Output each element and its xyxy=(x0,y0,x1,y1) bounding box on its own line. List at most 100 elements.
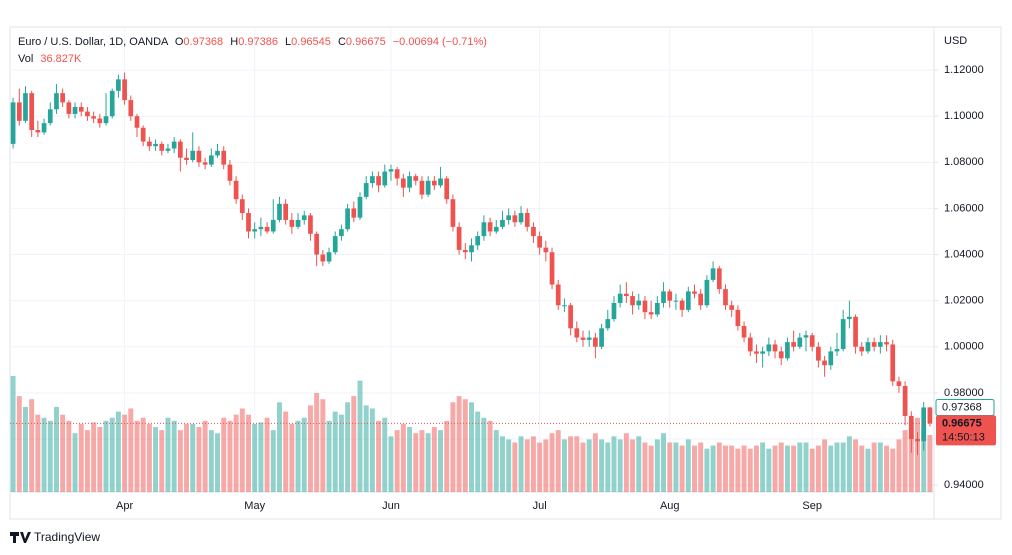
candle-body xyxy=(419,180,425,195)
candle-body xyxy=(16,102,22,121)
candle-body xyxy=(624,293,629,297)
candle-body xyxy=(456,226,462,250)
candle-body xyxy=(128,100,134,117)
candle-body xyxy=(506,215,512,220)
y-tick-label: 1.04000 xyxy=(944,248,984,260)
candle-body xyxy=(109,90,115,117)
volume-bar xyxy=(921,430,927,492)
candle-body xyxy=(630,296,635,306)
volume-bar xyxy=(784,445,790,492)
chart-frame xyxy=(9,26,1002,520)
candle-body xyxy=(816,346,821,361)
volume-bar xyxy=(654,439,660,492)
volume-bar xyxy=(698,442,704,492)
volume-bar xyxy=(747,448,753,492)
volume-bar xyxy=(388,436,394,492)
candle-body xyxy=(227,164,233,181)
y-tick-label: 1.06000 xyxy=(944,202,984,214)
volume-bar xyxy=(568,436,574,492)
volume-bar xyxy=(233,414,239,492)
candle-body xyxy=(797,337,803,347)
volume-bar xyxy=(623,433,629,492)
candle-body xyxy=(741,326,747,338)
x-tick-label: Apr xyxy=(116,500,133,512)
volume-bar xyxy=(611,436,617,492)
volume-bar xyxy=(679,445,685,492)
volume-bar xyxy=(283,411,289,492)
candle-body xyxy=(382,171,388,186)
volume-bar xyxy=(134,420,140,492)
candle-body xyxy=(283,203,289,220)
candle-body xyxy=(438,178,443,186)
volume-bar xyxy=(481,417,487,492)
candle-body xyxy=(159,143,165,151)
volume-bar xyxy=(716,442,722,492)
candle-body xyxy=(270,219,276,232)
candle-body xyxy=(10,102,16,144)
volume-bar xyxy=(630,439,636,492)
brand-logo xyxy=(10,532,31,543)
volume-bar xyxy=(400,423,406,492)
candle-body xyxy=(320,254,326,262)
candle-body xyxy=(345,208,350,230)
candle-body xyxy=(661,291,666,303)
volume-bar xyxy=(760,442,766,492)
candle-body xyxy=(72,106,78,114)
volume-bar xyxy=(667,442,673,492)
volume-bar xyxy=(196,427,202,492)
volume-bar xyxy=(673,442,679,492)
candle-body xyxy=(692,291,697,294)
candle-body xyxy=(586,337,592,340)
last-tag: 0.96675 xyxy=(942,417,982,429)
volume-bar xyxy=(537,442,543,492)
candle-body xyxy=(246,213,251,232)
candle-body xyxy=(184,157,189,161)
candle-body xyxy=(289,219,295,227)
candle-body xyxy=(308,215,313,234)
candle-body xyxy=(66,102,72,114)
candle-body xyxy=(60,93,66,103)
candle-body xyxy=(754,351,759,354)
candle-body xyxy=(122,79,127,101)
volume-bar xyxy=(190,423,196,492)
volume-bar xyxy=(171,420,177,492)
volume-bar xyxy=(115,411,121,492)
volume-bar xyxy=(661,433,667,492)
volume-bar xyxy=(506,439,512,492)
candle-body xyxy=(512,215,518,223)
candle-body xyxy=(915,438,920,442)
candle-body xyxy=(165,148,171,151)
candle-body xyxy=(723,289,728,306)
candle-body xyxy=(890,344,896,382)
candle-body xyxy=(351,208,357,218)
volume-bar xyxy=(97,427,103,492)
candle-body xyxy=(716,268,722,290)
volume-bar xyxy=(146,423,152,492)
volume-bar xyxy=(692,445,697,492)
candle-body xyxy=(301,215,307,220)
candle-body xyxy=(153,143,158,147)
candle-body xyxy=(574,328,580,338)
y-tick-label: 1.12000 xyxy=(944,64,984,76)
candle-body xyxy=(884,342,889,345)
candle-body xyxy=(388,169,394,172)
volume-bar xyxy=(376,420,382,492)
volume-bar xyxy=(561,439,567,492)
volume-bar xyxy=(685,439,691,492)
volume-bar xyxy=(772,445,778,492)
ohlc-label: H xyxy=(230,36,238,48)
volume-bar xyxy=(493,430,499,492)
candle-body xyxy=(394,169,400,179)
volume-bar xyxy=(363,405,369,492)
volume-bar xyxy=(41,417,47,492)
x-tick-label: Jul xyxy=(533,500,547,512)
volume-bar xyxy=(475,411,481,492)
volume-bar xyxy=(320,399,326,492)
candle-body xyxy=(822,360,827,366)
candle-body xyxy=(326,252,332,262)
candle-body xyxy=(871,342,877,347)
candle-body xyxy=(239,199,245,214)
volume-bar xyxy=(456,396,462,492)
volume-bar xyxy=(357,380,363,492)
volume-bar xyxy=(153,427,159,492)
